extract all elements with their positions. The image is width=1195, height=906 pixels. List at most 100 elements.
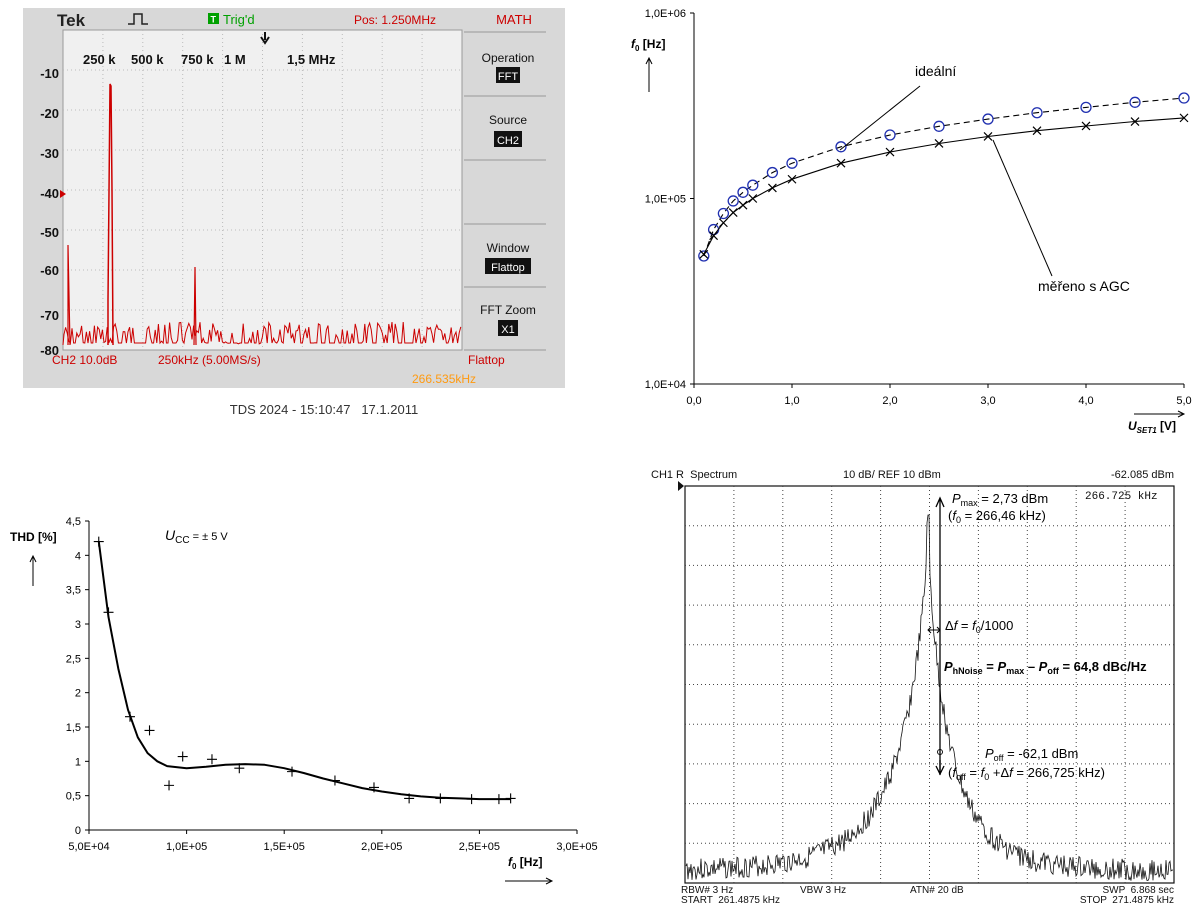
- rbw-label: RBW# 3 Hz: [681, 885, 733, 896]
- y-tick-label: 0,5: [66, 791, 81, 803]
- data-point: [727, 195, 739, 207]
- svg-text:CH2: CH2: [497, 135, 519, 147]
- scope-y-label: -20: [40, 106, 59, 121]
- freq-label-250k: 250 k: [83, 52, 116, 67]
- data-point: [699, 249, 709, 259]
- x-tick-label: 3,0E+05: [556, 841, 597, 853]
- data-point: [164, 780, 175, 791]
- delta-f-arrow-icon: [927, 626, 941, 634]
- menu-window[interactable]: Window Flattop: [485, 241, 531, 274]
- y-axis-arrow-icon: [645, 56, 653, 92]
- y-tick-label: 2: [75, 688, 81, 700]
- data-point: [1129, 96, 1141, 108]
- scope-position: Pos: 1.250MHz: [354, 13, 436, 27]
- data-point: [933, 120, 945, 132]
- y-tick-label: 4: [75, 550, 81, 562]
- menu-title: MATH: [496, 12, 532, 27]
- x-axis-label: USET1 [V]: [1128, 419, 1176, 435]
- data-point: [748, 194, 758, 203]
- peak-dc: [67, 244, 71, 346]
- scope-y-label: -80: [40, 343, 59, 358]
- data-point: [1032, 126, 1042, 136]
- trig-status: Trig'd: [223, 12, 255, 27]
- series-label-ideal: ideální: [915, 63, 956, 79]
- scope-y-label: -70: [40, 308, 59, 323]
- trig-badge: [208, 13, 219, 24]
- data-point: [404, 793, 415, 804]
- swp-label: SWP 6.868 sec: [1102, 885, 1174, 896]
- data-point: [737, 186, 749, 198]
- pulse-icon: [128, 13, 148, 25]
- menu-fft-zoom[interactable]: FFT Zoom X1: [480, 303, 536, 336]
- data-point: [103, 607, 114, 618]
- x-tick-label: 1,5E+05: [264, 841, 305, 853]
- y-tick-label: 1,0E+05: [645, 194, 686, 206]
- spectrum-header-right: -62.085 dBm: [1111, 469, 1174, 481]
- annotation-ucc: UCC = ± 5 V: [165, 527, 228, 546]
- scope-frame: [23, 8, 565, 388]
- series-label-agc: měřeno s AGC: [1038, 278, 1130, 294]
- data-point: [884, 129, 896, 141]
- delta-f-label: Δf = f0/1000: [945, 618, 1013, 635]
- data-point: [124, 711, 135, 722]
- data-point: [698, 250, 710, 262]
- data-point: [493, 794, 504, 805]
- scope-display: [62, 29, 463, 351]
- x-axis-label: f0 [Hz]: [508, 855, 542, 871]
- tick-labels: 0,0 1,0 2,0 3,0 4,0 5,0 1,0E+04 1,0E+05 1,0E+06: [645, 8, 1192, 407]
- y-tick-label: 0: [75, 825, 81, 837]
- x-tick-label: 2,5E+05: [459, 841, 500, 853]
- data-point: [93, 536, 104, 547]
- scope-y-labels: -10 -20 -30 -40 -50 -60 -70 -80: [40, 66, 59, 358]
- f0-label: (f0 = 266,46 kHz): [948, 508, 1046, 525]
- data-point: [707, 223, 720, 236]
- scope-caption: TDS 2024 - 15:10:47 17.1.2011: [230, 402, 418, 417]
- trigger-arrow-icon: [260, 32, 270, 45]
- menu-operation[interactable]: Operation FFT: [482, 51, 535, 83]
- data-point: [982, 113, 994, 125]
- y-axis-label: f0 [Hz]: [631, 37, 665, 53]
- data-point: [466, 794, 477, 805]
- scope-menu: Operation FFT Source CH2 Window Flattop …: [464, 31, 546, 351]
- svg-text:Operation: Operation: [482, 51, 535, 65]
- scope-y-label: -10: [40, 66, 59, 81]
- x-tick-label: 1,0E+05: [166, 841, 207, 853]
- x-axis-arrow-icon: [505, 877, 554, 885]
- data-point: [206, 754, 217, 765]
- cursor-frequency: 266.535kHz: [412, 372, 476, 386]
- spectrum-frame: [684, 485, 1175, 884]
- scope-y-label: -40: [40, 186, 59, 201]
- data-point: [885, 147, 895, 157]
- series-line: [703, 97, 1185, 257]
- poff-label: Poff = -62,1 dBm: [985, 746, 1078, 763]
- scope-grid: [63, 30, 462, 350]
- y-tick-label: 1,0E+06: [645, 8, 686, 20]
- y-tick-label: 1: [75, 756, 81, 768]
- spectrum-header-mid: 10 dB/ REF 10 dBm: [843, 469, 941, 481]
- scope-brand: Tek: [57, 11, 86, 30]
- svg-text:FFT Zoom: FFT Zoom: [480, 303, 536, 317]
- tick-labels: 0 0,5 1 1,5 2 2,5 3 3,5 4 4,5 5,0E+04 1,0E+05 1,5E+0…: [66, 516, 598, 853]
- y-tick-label: 1,0E+04: [645, 379, 686, 391]
- series-label-leader: [992, 139, 1053, 277]
- start-label: START 261.4875 kHz: [681, 895, 780, 906]
- pmax-label: Pmax = 2,73 dBm: [952, 491, 1048, 508]
- freq-label-500k: 500 k: [131, 52, 164, 67]
- data-point: [835, 141, 847, 153]
- offset-marker: [937, 749, 943, 755]
- foff-label: (foff = f0 +Δf = 266,725 kHz): [948, 765, 1105, 782]
- data-point: [1178, 92, 1190, 104]
- span-info: 250kHz (5.00MS/s): [158, 353, 261, 367]
- y-axis-label: THD [%]: [10, 530, 57, 544]
- trig-badge-letter: T: [211, 15, 217, 25]
- peak-harmonic: [193, 266, 197, 346]
- data-point: [786, 157, 798, 169]
- freq-label-1-5mhz: 1,5 MHz: [287, 52, 336, 67]
- spectrum-grid: [685, 486, 1174, 883]
- x-tick-label: 1,0: [784, 395, 799, 407]
- freq-label-750k: 750 k: [181, 52, 214, 67]
- menu-source[interactable]: Source CH2: [489, 113, 527, 147]
